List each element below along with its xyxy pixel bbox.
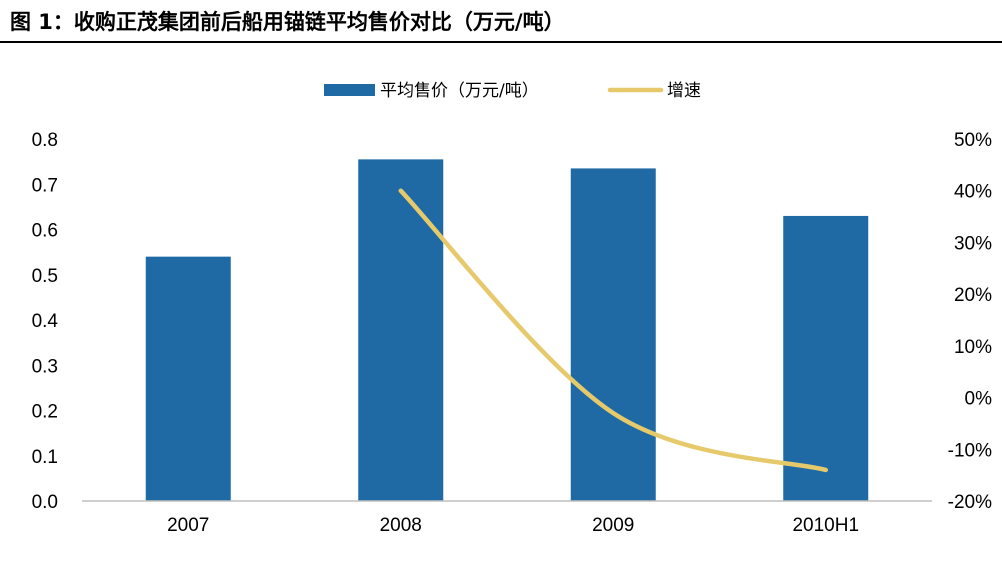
right-y-axis: -20% -10% 0% 10% 20% 30% 40% 50% <box>948 130 992 513</box>
right-axis-tick-label: 40% <box>954 182 992 203</box>
bar-2009 <box>570 168 656 501</box>
x-axis-label: 2008 <box>380 515 422 536</box>
left-axis-tick-label: 0.0 <box>32 492 58 513</box>
left-axis-tick-label: 0.5 <box>32 266 58 287</box>
x-axis-label: 2007 <box>167 515 209 536</box>
x-axis-label: 2009 <box>592 515 634 536</box>
growth-line-series <box>398 188 828 473</box>
bar-2010H1 <box>783 215 869 502</box>
title-divider <box>0 41 1002 43</box>
left-axis-tick-label: 0.7 <box>32 175 58 196</box>
right-axis-tick-label: 50% <box>954 130 992 151</box>
bar-2007 <box>145 256 231 501</box>
chart-legend: 平均售价（万元/吨） 增速 <box>324 81 701 101</box>
legend-bar-swatch <box>324 84 375 96</box>
right-axis-tick-label: -20% <box>948 492 992 513</box>
left-axis-tick-label: 0.4 <box>32 311 59 332</box>
right-axis-tick-label: 20% <box>954 285 992 306</box>
right-axis-tick-label: 30% <box>954 233 992 254</box>
right-axis-tick-label: -10% <box>948 440 992 461</box>
legend-line-label: 增速 <box>667 81 701 101</box>
x-axis-label: 2010H1 <box>792 515 859 536</box>
right-axis-tick-label: 10% <box>954 337 992 358</box>
right-axis-tick-label: 0% <box>965 389 993 410</box>
left-axis-tick-label: 0.2 <box>32 402 58 423</box>
left-axis-tick-label: 0.6 <box>32 221 58 242</box>
left-axis-tick-label: 0.3 <box>32 356 58 377</box>
bar-2008 <box>358 159 444 502</box>
bar-series <box>145 159 869 502</box>
figure-title: 图 1：收购正茂集团前后船用锚链平均售价对比（万元/吨） <box>10 10 565 34</box>
left-y-axis: 0.0 0.1 0.2 0.3 0.4 0.5 0.6 0.7 0.8 <box>32 130 59 513</box>
x-axis-labels: 2007 2008 2009 2010H1 <box>167 515 859 536</box>
growth-line <box>398 188 828 473</box>
legend-bar-label: 平均售价（万元/吨） <box>380 81 539 101</box>
left-axis-tick-label: 0.1 <box>32 447 58 468</box>
left-axis-tick-label: 0.8 <box>32 130 58 151</box>
